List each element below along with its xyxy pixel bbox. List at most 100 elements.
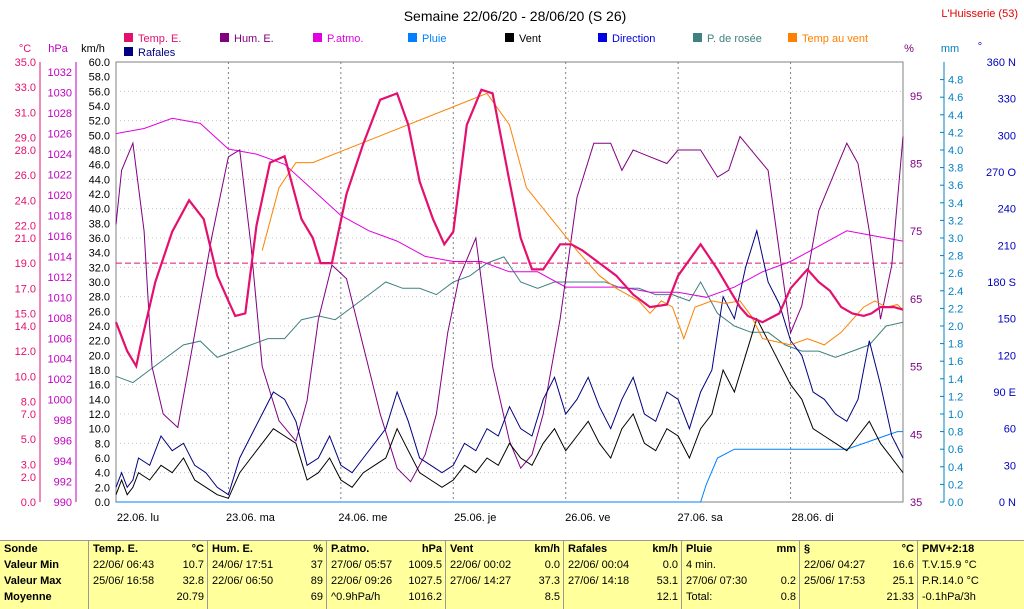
summary-max-value: 37.3 — [538, 575, 560, 587]
wind-tick: 2.0 — [95, 482, 110, 494]
wind-tick: 26.0 — [89, 306, 110, 318]
wind-tick: 20.0 — [89, 350, 110, 362]
temp-tick: 24.0 — [15, 195, 36, 207]
rain-tick: 4.2 — [948, 127, 963, 139]
summary-min-value: 0.0 — [544, 559, 560, 571]
rain-tick: 4.4 — [948, 110, 963, 122]
wind-tick: 50.0 — [89, 130, 110, 142]
summary-avg-label: Total: — [686, 591, 713, 603]
temp-tick: 29.0 — [15, 132, 36, 144]
summary-col-name: Vent — [450, 543, 474, 555]
summary-avg-value: 69 — [310, 591, 323, 603]
temp-tick: 35.0 — [15, 57, 36, 69]
summary-min-date: 27/06/ 05:57 — [331, 559, 393, 571]
rain-tick: 2.4 — [948, 286, 963, 298]
summary-max-date: P.R.14.0 °C — [922, 575, 979, 587]
summary-min-value: 0.0 — [662, 559, 678, 571]
wind-tick: 4.0 — [95, 468, 110, 480]
temp-tick: 17.0 — [15, 283, 36, 295]
rain-tick: 1.0 — [948, 409, 963, 421]
summary-max-date: 22/06/ 09:26 — [331, 575, 393, 587]
wind-tick: 10.0 — [89, 424, 110, 436]
rain-unit: mm — [941, 43, 959, 55]
summary-column: § °C 22/06/ 04:27 16.6 25/06/ 17:53 25.1 21.33 — [799, 541, 918, 609]
summary-avg-value: 21.33 — [886, 591, 914, 603]
summary-avg-label: Moyenne — [4, 591, 52, 603]
pressure-tick: 1030 — [48, 88, 72, 100]
rain-tick: 0.0 — [948, 497, 963, 509]
rain-tick: 2.8 — [948, 251, 963, 263]
day-label: 26.06. ve — [565, 512, 610, 524]
summary-max-date: 27/06/ 14:18 — [568, 575, 630, 587]
direction-tick: 240 — [998, 204, 1016, 216]
wind-tick: 46.0 — [89, 160, 110, 172]
temp-tick: 3.0 — [21, 459, 36, 471]
humidity-tick: 55 — [910, 362, 922, 374]
rain-tick: 0.6 — [948, 444, 963, 456]
temp-tick: 26.0 — [15, 170, 36, 182]
rain-tick: 2.6 — [948, 268, 963, 280]
summary-col-name: P.atmo. — [331, 543, 370, 555]
wind-tick: 28.0 — [89, 292, 110, 304]
legend-swatch — [408, 33, 417, 42]
temp-tick: 8.0 — [21, 396, 36, 408]
rain-tick: 1.6 — [948, 356, 963, 368]
legend-swatch — [124, 47, 133, 56]
pressure-tick: 1028 — [48, 108, 72, 120]
rain-tick: 0.8 — [948, 427, 963, 439]
rain-tick: 1.2 — [948, 391, 963, 403]
summary-table: Sonde Valeur Min Valeur Max Moyenne Temp… — [0, 540, 1024, 609]
temp-tick: 12.0 — [15, 346, 36, 358]
day-label: 25.06. je — [454, 512, 496, 524]
direction-tick: 150 — [998, 314, 1016, 326]
rain-tick: 0.2 — [948, 479, 963, 491]
legend-swatch — [313, 33, 322, 42]
legend-swatch — [124, 33, 133, 42]
left-axes: 0.02.03.05.07.08.010.012.014.015.017.019… — [15, 57, 110, 509]
pressure-tick: 1024 — [48, 149, 72, 161]
pressure-tick: 994 — [54, 456, 72, 468]
summary-column: Vent km/h 22/06/ 00:02 0.0 27/06/ 14:27 37.3 8… — [445, 541, 564, 609]
direction-tick: 270 O — [986, 167, 1016, 179]
wind-tick: 12.0 — [89, 409, 110, 421]
wind-tick: 14.0 — [89, 394, 110, 406]
summary-col-unit: °C — [901, 543, 914, 555]
summary-max-value: 0.2 — [780, 575, 796, 587]
summary-avg-label: -0.1hPa/3h — [922, 591, 976, 603]
summary-max-value: 25.1 — [892, 575, 914, 587]
summary-col-name: § — [804, 543, 811, 555]
summary-max-date: 27/06/ 07:30 — [686, 575, 748, 587]
summary-avg-value: 1016.2 — [408, 591, 442, 603]
temp-tick: 10.0 — [15, 371, 36, 383]
rain-tick: 4.6 — [948, 92, 963, 104]
summary-avg-value: 20.79 — [176, 591, 204, 603]
wind-tick: 16.0 — [89, 380, 110, 392]
direction-tick: 210 — [998, 240, 1016, 252]
summary-col-unit: hPa — [421, 543, 442, 555]
grid — [115, 61, 904, 503]
pressure-tick: 996 — [54, 436, 72, 448]
pressure-tick: 1014 — [48, 251, 72, 263]
right-axes: 35 45 55 65 75 85 95 0.0 0.2 0.4 0.6 0.8 1.0 1.2 1.4 1.… — [910, 57, 1016, 509]
direction-tick: 90 E — [993, 387, 1016, 399]
summary-min-value: 10.7 — [182, 559, 204, 571]
summary-row-labels: Sonde Valeur Min Valeur Max Moyenne — [0, 541, 88, 609]
summary-col-name: PMV+2:18 — [922, 543, 975, 555]
legend-label: Direction — [612, 33, 655, 45]
series-pluie — [116, 431, 903, 503]
day-label: 27.06. sa — [678, 512, 724, 524]
chart-title: Semaine 22/06/20 - 28/06/20 (S 26) — [404, 8, 627, 24]
series-p-atmo- — [115, 117, 904, 298]
direction-tick: 330 — [998, 94, 1016, 106]
wind-tick: 48.0 — [89, 145, 110, 157]
series-p-de-ros-e — [115, 256, 904, 384]
temp-tick: 15.0 — [15, 308, 36, 320]
temp-tick: 5.0 — [21, 434, 36, 446]
legend-swatch — [598, 33, 607, 42]
direction-tick: 0 N — [999, 497, 1016, 509]
legend-label: Vent — [519, 33, 541, 45]
pressure-tick: 1016 — [48, 231, 72, 243]
humidity-tick: 85 — [910, 159, 922, 171]
summary-col-name: Temp. E. — [93, 543, 139, 555]
summary-min-value: 1009.5 — [408, 559, 442, 571]
